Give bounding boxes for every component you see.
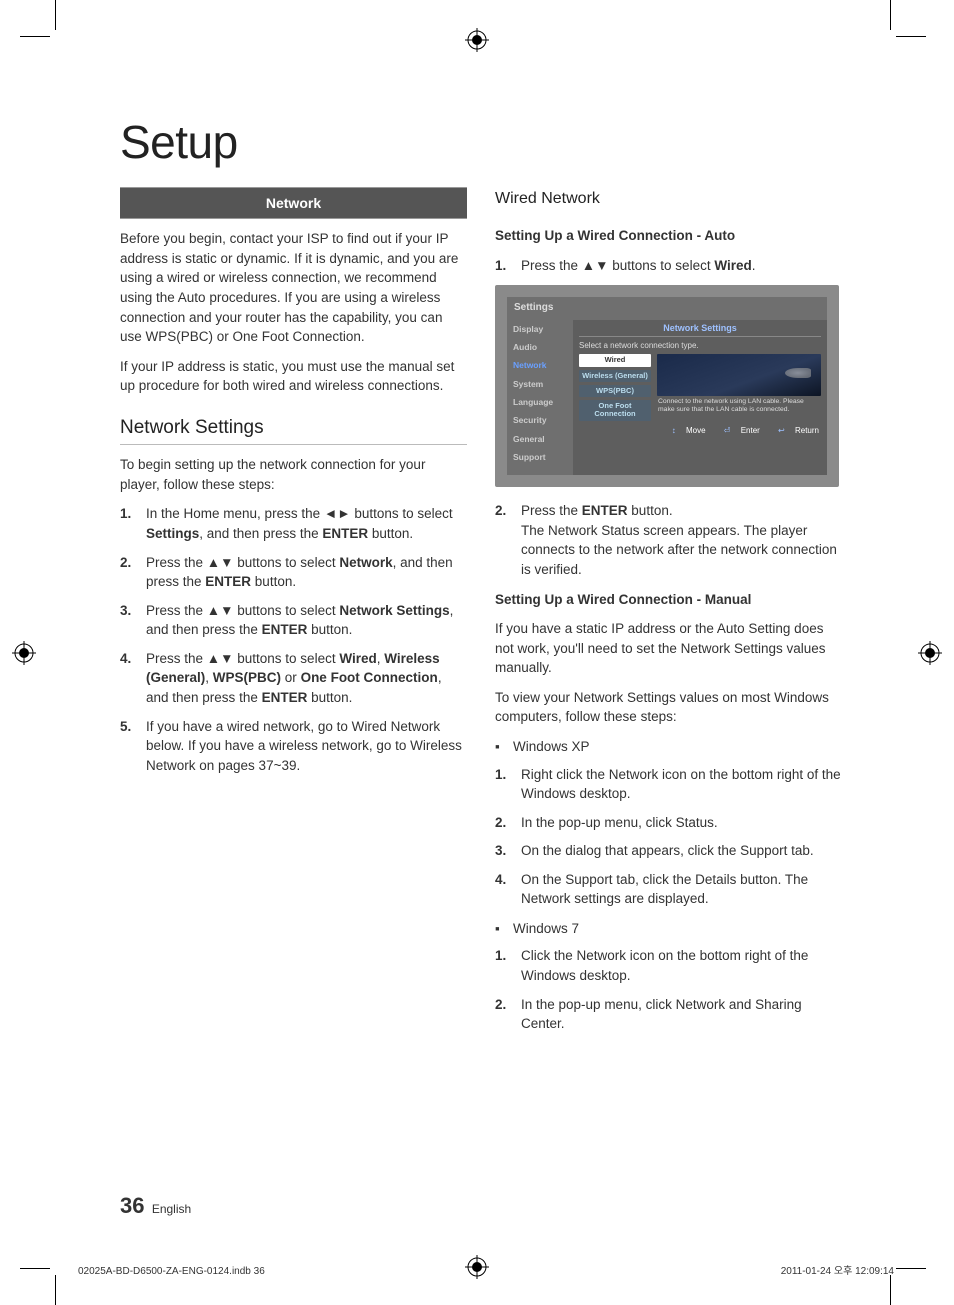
step-body: If you have a wired network, go to Wired…	[146, 717, 467, 776]
step-body: Right click the Network icon on the bott…	[521, 765, 842, 804]
settings-screenshot: Settings Display Audio Network System La…	[495, 285, 839, 487]
step-number: 5.	[120, 717, 146, 776]
page-title: Setup	[120, 115, 842, 169]
intro-paragraph: If your IP address is static, you must u…	[120, 357, 467, 396]
section-banner: Network	[120, 187, 467, 219]
registration-mark-icon	[918, 641, 942, 665]
step-body: Press the ▲▼ buttons to select Wired.	[521, 256, 842, 276]
mock-side-item: System	[513, 375, 567, 393]
mock-option: WPS(PBC)	[579, 385, 651, 397]
bullet-text: Windows 7	[513, 919, 579, 939]
step-body: Press the ▲▼ buttons to select Network, …	[146, 553, 467, 592]
mock-side-item: Network	[513, 356, 567, 374]
print-meta-left: 02025A-BD-D6500-ZA-ENG-0124.indb 36	[78, 1266, 265, 1277]
mock-option: One Foot Connection	[579, 400, 651, 421]
mock-side-item: Display	[513, 320, 567, 338]
bullet-text: Windows XP	[513, 737, 590, 757]
mock-side-item: Support	[513, 448, 567, 466]
mock-title: Settings	[507, 297, 827, 320]
paragraph: If you have a static IP address or the A…	[495, 619, 842, 678]
step-number: 2.	[495, 995, 521, 1034]
mock-hint: Select a network connection type.	[573, 340, 827, 355]
intro-paragraph: To begin setting up the network connecti…	[120, 455, 467, 494]
subheading: Network Settings	[120, 414, 467, 442]
step-number: 4.	[495, 870, 521, 909]
step-body: On the dialog that appears, click the Su…	[521, 841, 842, 861]
mock-option: Wireless (General)	[579, 370, 651, 382]
mock-option: Wired	[579, 354, 651, 366]
intro-paragraph: Before you begin, contact your ISP to fi…	[120, 229, 467, 346]
step-number: 3.	[495, 841, 521, 861]
step-number: 2.	[495, 813, 521, 833]
step-number: 1.	[495, 946, 521, 985]
registration-mark-icon	[465, 1255, 489, 1279]
step-body: Press the ▲▼ buttons to select Wired, Wi…	[146, 649, 467, 708]
bold-subheading: Setting Up a Wired Connection - Auto	[495, 226, 842, 246]
mock-preview-image	[657, 354, 821, 396]
mock-caption: Connect to the network using LAN cable. …	[657, 396, 821, 414]
step-number: 2.	[120, 553, 146, 592]
step-body: Press the ENTER button.The Network Statu…	[521, 501, 842, 579]
step-body: In the Home menu, press the ◄► buttons t…	[146, 504, 467, 543]
bullet-icon: ▪	[495, 919, 513, 939]
subheading: Wired Network	[495, 187, 842, 210]
step-number: 1.	[495, 765, 521, 804]
step-body: In the pop-up menu, click Network and Sh…	[521, 995, 842, 1034]
bold-subheading: Setting Up a Wired Connection - Manual	[495, 590, 842, 610]
mock-side-item: Audio	[513, 338, 567, 356]
step-body: On the Support tab, click the Details bu…	[521, 870, 842, 909]
registration-mark-icon	[12, 641, 36, 665]
registration-mark-icon	[465, 28, 489, 52]
step-number: 2.	[495, 501, 521, 579]
step-number: 1.	[120, 504, 146, 543]
step-body: Click the Network icon on the bottom rig…	[521, 946, 842, 985]
mock-sidebar: Display Audio Network System Language Se…	[507, 320, 573, 476]
mock-side-item: Security	[513, 411, 567, 429]
mock-side-item: General	[513, 430, 567, 448]
step-number: 1.	[495, 256, 521, 276]
bullet-icon: ▪	[495, 737, 513, 757]
mock-side-item: Language	[513, 393, 567, 411]
step-number: 3.	[120, 601, 146, 640]
paragraph: To view your Network Settings values on …	[495, 688, 842, 727]
print-meta-right: 2011-01-24 오후 12:09:14	[781, 1262, 894, 1277]
steps-list: 1.In the Home menu, press the ◄► buttons…	[120, 504, 467, 775]
step-body: Press the ▲▼ buttons to select Network S…	[146, 601, 467, 640]
page-footer: 36 English	[120, 1193, 191, 1219]
step-number: 4.	[120, 649, 146, 708]
mock-panel-title: Network Settings	[573, 320, 827, 336]
step-body: In the pop-up menu, click Status.	[521, 813, 842, 833]
mock-footer: ↕ Move ⏎ Enter ↩ Return	[573, 421, 827, 441]
